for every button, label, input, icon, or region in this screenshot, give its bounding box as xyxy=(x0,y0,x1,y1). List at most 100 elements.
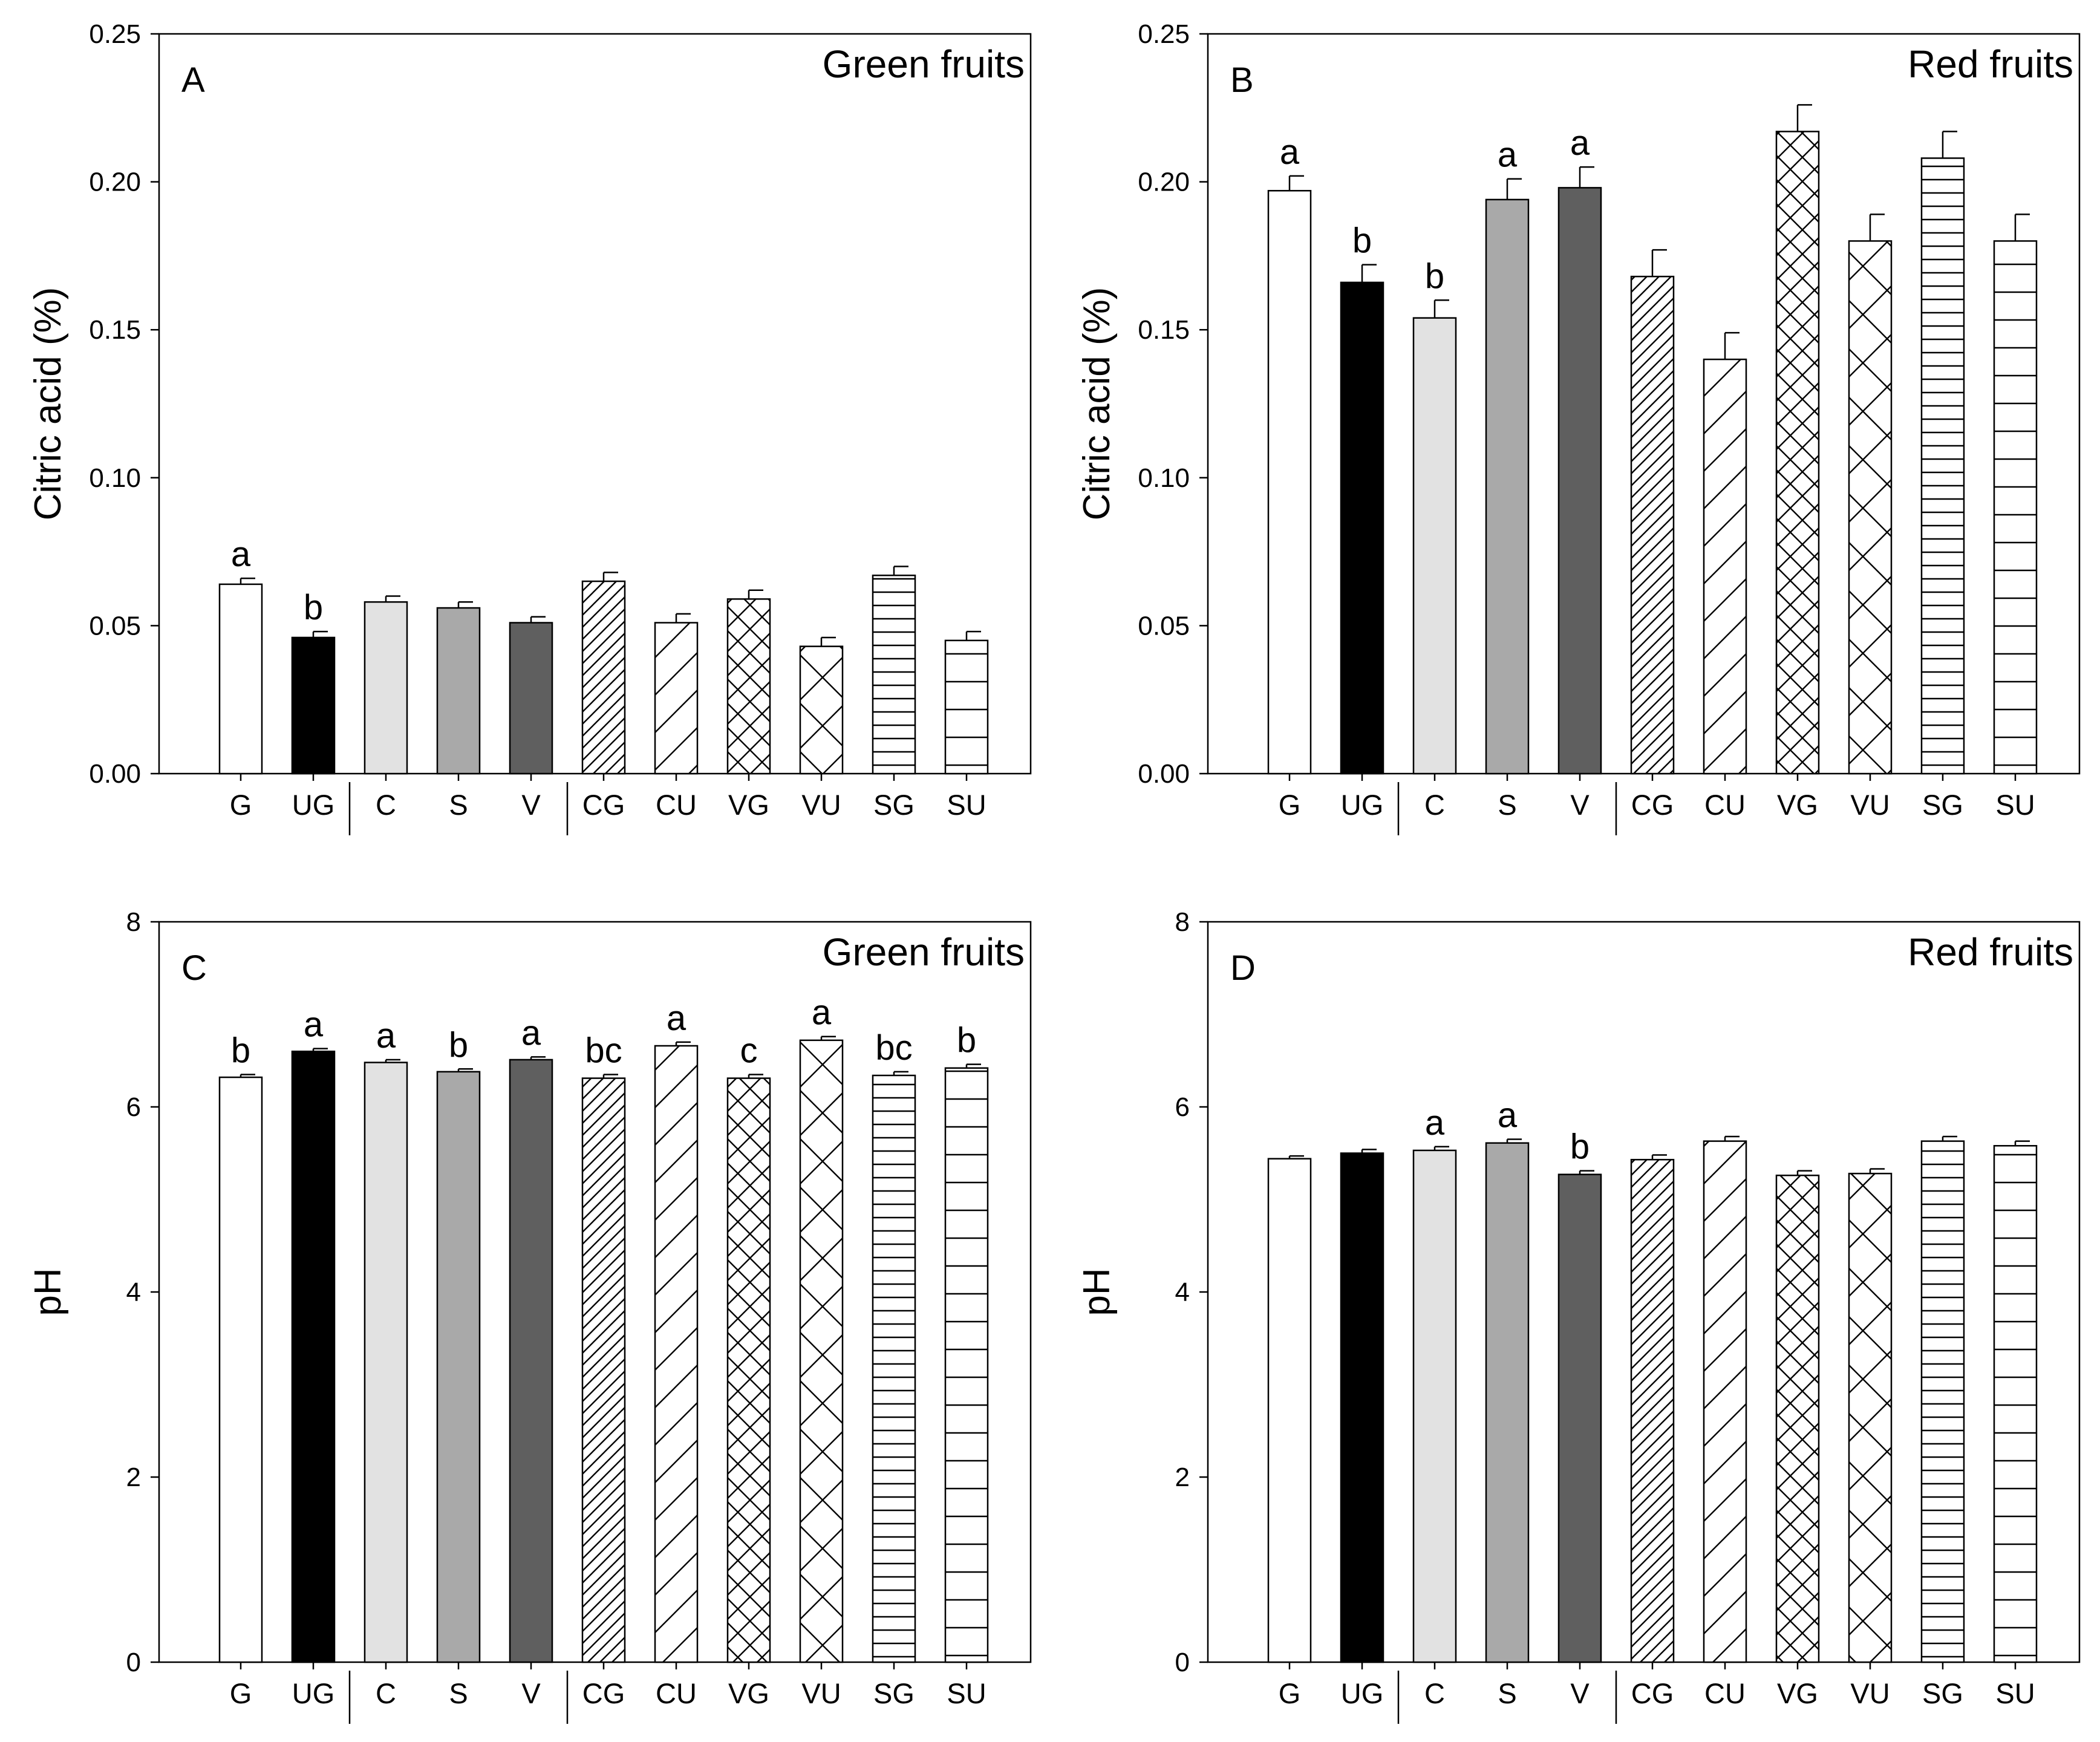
panel-c-bar-s xyxy=(436,1071,481,1663)
panel-a-x-label-cu: CU xyxy=(656,789,697,821)
panel-d-letter: D xyxy=(1230,948,1256,988)
panel-c-title: Green fruits xyxy=(823,930,1025,974)
panel-c-y-tick-label: 0 xyxy=(126,1648,141,1677)
panel-d-bar-s xyxy=(1485,1142,1530,1663)
panel-d-y-tick-label: 6 xyxy=(1175,1092,1190,1122)
panel-c-bar-cu xyxy=(654,1045,699,1663)
panel-a-y-tick-label: 0.00 xyxy=(89,759,141,789)
panel-c-letter: C xyxy=(181,948,207,988)
panel-a-y-tick-label: 0.15 xyxy=(89,315,141,345)
panel-c-x-label-g: G xyxy=(230,1677,252,1709)
panel-a-y-tick-label: 0.20 xyxy=(89,168,141,197)
panel-b-bar-v xyxy=(1557,187,1602,775)
panel-d-bar-v xyxy=(1557,1173,1602,1663)
panel-c-significance-letter: bc xyxy=(875,1028,912,1068)
panel-c-bar-ug xyxy=(291,1050,336,1663)
panel-c-significance-letter: b xyxy=(231,1031,250,1070)
panel-c-significance-letter: b xyxy=(957,1021,976,1060)
panel-d-x-label-vg: VG xyxy=(1777,1677,1818,1709)
panel-d-bar-sg xyxy=(1920,1140,1965,1663)
panel-d-x-label-cg: CG xyxy=(1631,1677,1674,1709)
panel-c-significance-letter: a xyxy=(812,993,832,1032)
panel-a-bar-c xyxy=(364,601,408,775)
panel-d-bar-vg xyxy=(1775,1174,1820,1663)
panel-c-bar-cg xyxy=(581,1077,626,1663)
panel-c-bar-v xyxy=(509,1059,553,1663)
panel-a-y-axis-title: Citric acid (%) xyxy=(27,287,69,521)
panel-b-x-label-su: SU xyxy=(1995,789,2035,821)
panel-a-x-label-s: S xyxy=(449,789,468,821)
panel-c-x-label-cg: CG xyxy=(582,1677,625,1709)
panel-b-x-label-cu: CU xyxy=(1704,789,1746,821)
panel-b-x-label-s: S xyxy=(1498,789,1516,821)
panel-a-letter: A xyxy=(181,60,205,100)
panel-b-x-label-c: C xyxy=(1424,789,1445,821)
panel-a-x-label-v: V xyxy=(521,789,541,821)
panel-a-bar-sg xyxy=(872,574,916,775)
panel-c-x-label-cu: CU xyxy=(656,1677,697,1709)
panel-c-significance-letter: c xyxy=(740,1031,758,1070)
panel-b-bar-c xyxy=(1412,317,1457,775)
panel-d-significance-letter: a xyxy=(1498,1096,1518,1135)
panel-c-x-label-vg: VG xyxy=(728,1677,769,1709)
panel-d-x-label-sg: SG xyxy=(1922,1677,1963,1709)
panel-d-chart: 0 2 4 6 8 pH D Red fruits G UG Ca Sa Vb CG CU VG VU SG SU xyxy=(1076,907,2081,1724)
panel-c-x-label-su: SU xyxy=(947,1677,986,1709)
panel-a-x-label-su: SU xyxy=(947,789,986,821)
panel-a-bar-ug xyxy=(291,636,336,775)
panel-b-significance-letter: b xyxy=(1352,221,1372,261)
panel-a-x-label-cg: CG xyxy=(582,789,625,821)
panel-d-bar-su xyxy=(1993,1145,2038,1663)
panel-d-x-label-g: G xyxy=(1279,1677,1301,1709)
panel-b-significance-letter: a xyxy=(1570,123,1590,163)
panel-d-y-tick-label: 0 xyxy=(1175,1648,1190,1677)
panel-d-bar-vu xyxy=(1848,1172,1893,1663)
panel-b-x-label-v: V xyxy=(1570,789,1590,821)
panel-b-x-label-vu: VU xyxy=(1850,789,1890,821)
panel-b-title: Red fruits xyxy=(1908,42,2073,86)
panel-b-y-axis-title: Citric acid (%) xyxy=(1076,287,1118,521)
panel-c-significance-letter: b xyxy=(449,1025,468,1065)
panel-c-x-label-ug: UG xyxy=(292,1677,335,1709)
panel-b-bar-g xyxy=(1267,190,1312,775)
panel-a-x-label-g: G xyxy=(230,789,252,821)
panel-c-bar-su xyxy=(944,1067,989,1663)
panel-d-bar-cu xyxy=(1703,1140,1747,1663)
panel-a-x-label-vu: VU xyxy=(801,789,841,821)
panel-b-y-tick-label: 0.10 xyxy=(1138,463,1190,493)
panel-c-significance-letter: a xyxy=(304,1005,324,1045)
panel-d-bar-c xyxy=(1412,1149,1457,1663)
panel-d-significance-letter: a xyxy=(1425,1103,1445,1143)
panel-b-bar-s xyxy=(1485,198,1530,775)
panel-a-y-tick-label: 0.25 xyxy=(89,19,141,49)
panel-c-y-tick-label: 2 xyxy=(126,1463,141,1492)
panel-b-bar-ug xyxy=(1340,281,1384,775)
panel-b-x-label-sg: SG xyxy=(1922,789,1963,821)
panel-a-chart: 0.00 0.05 0.10 0.15 0.20 0.25 Citric acid (%) A… xyxy=(27,19,1032,835)
panel-d-x-label-c: C xyxy=(1424,1677,1445,1709)
panel-d-y-tick-label: 2 xyxy=(1175,1463,1190,1492)
panel-c-x-label-v: V xyxy=(521,1677,541,1709)
panel-a-significance-letter: a xyxy=(231,535,251,574)
panel-c-x-label-vu: VU xyxy=(801,1677,841,1709)
panel-b-bar-vg xyxy=(1775,131,1820,775)
panel-a-bar-cg xyxy=(581,580,626,775)
panel-d-x-label-cu: CU xyxy=(1704,1677,1746,1709)
panel-b-y-tick-label: 0.20 xyxy=(1138,168,1190,197)
panel-b-x-label-cg: CG xyxy=(1631,789,1674,821)
panel-a-bar-vg xyxy=(726,598,771,775)
panel-d-y-tick-label: 4 xyxy=(1175,1277,1190,1307)
panel-d-title: Red fruits xyxy=(1908,930,2073,974)
panel-a-title: Green fruits xyxy=(823,42,1025,86)
panel-a-bar-vu xyxy=(799,645,844,775)
panel-b-bar-su xyxy=(1993,240,2038,775)
panel-c-bar-g xyxy=(218,1076,263,1663)
panel-b-bar-vu xyxy=(1848,240,1893,775)
panel-b-bar-cu xyxy=(1703,358,1747,775)
panel-b-bar-sg xyxy=(1920,157,1965,775)
panel-b-y-tick-label: 0.15 xyxy=(1138,315,1190,345)
panel-a-bar-cu xyxy=(654,622,699,775)
panel-d-x-label-su: SU xyxy=(1995,1677,2035,1709)
panel-b-y-tick-label: 0.05 xyxy=(1138,611,1190,641)
